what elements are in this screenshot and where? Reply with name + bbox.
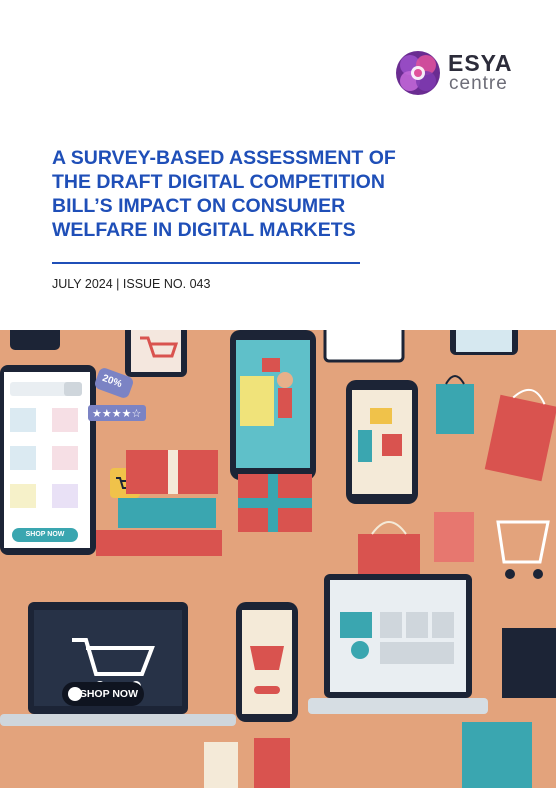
logo-wordmark-esya: ESYA [448, 50, 513, 76]
shop-now-small-button: SHOP NOW [25, 531, 65, 538]
laptop-store-icon [308, 574, 488, 714]
shop-now-large-label: SHOP NOW [79, 688, 138, 700]
cart-right-icon [496, 520, 550, 564]
shopping-bag-small-icon [68, 687, 82, 701]
title-divider [52, 262, 360, 264]
phone-shopping-icon [230, 330, 316, 480]
logo-wordmark-centre: centre [449, 73, 508, 94]
tablet-shop-icon [0, 365, 96, 555]
phone-fragment-icon [10, 330, 60, 350]
bag-icon-5 [462, 722, 532, 788]
esya-logo: ESYA centre [392, 48, 522, 98]
gift-bag-icon [436, 384, 474, 434]
ecommerce-illustration: ★★★★☆ [0, 330, 556, 788]
bag-icon-3 [434, 512, 474, 562]
monitor-fragment-icon [323, 330, 405, 363]
discount-tag-icon [95, 368, 133, 398]
cover-illustration: ★★★★☆ [0, 330, 556, 788]
bag-icon-4 [254, 738, 290, 788]
laptop-cart-icon [0, 602, 236, 726]
phone-basket-icon [236, 602, 298, 722]
issue-line: JULY 2024 | ISSUE NO. 043 [52, 277, 211, 291]
bag-icon-6 [502, 628, 556, 698]
shopping-bag-icon [484, 394, 556, 482]
shop-now-large-button: SHOP NOW [62, 682, 144, 706]
phone-payment-icon [346, 380, 418, 504]
svg-text:★★★★☆: ★★★★☆ [92, 407, 141, 420]
report-title: A SURVEY-BASED ASSESSMENT OF THE DRAFT D… [52, 147, 396, 241]
rating-badge-icon [88, 405, 146, 421]
esya-logo-mark-icon [396, 51, 440, 95]
